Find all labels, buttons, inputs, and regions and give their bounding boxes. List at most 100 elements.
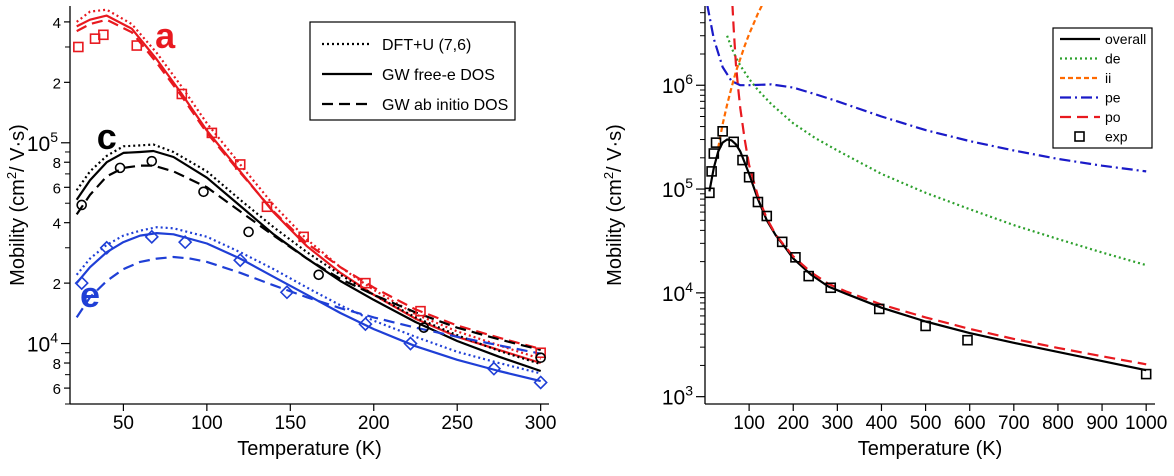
right-y-tick-label: 104: [662, 279, 693, 306]
right-legend-label: exp: [1105, 129, 1128, 145]
right-data-point-exp: [803, 270, 814, 282]
right-series-line-de: [726, 35, 1147, 267]
left-y-tick-label: 4: [53, 15, 61, 32]
left-data-point-circle: [146, 155, 158, 167]
right-data-point-exp: [743, 171, 755, 183]
right-data-point-exp: [776, 236, 788, 248]
right-legend-label: pe: [1105, 90, 1121, 106]
right-legend-label: po: [1105, 109, 1121, 125]
left-data-point-diamond: [99, 240, 114, 255]
left-x-tick-label: 200: [358, 413, 390, 434]
right-series-line-po: [731, 6, 1147, 366]
right-x-tick-label: 700: [998, 413, 1030, 434]
left-x-tick-label: 150: [274, 413, 306, 434]
right-legend-swatch: [1074, 131, 1085, 142]
right-series-line-overall: [708, 138, 1147, 372]
left-series-line-2: [76, 18, 541, 351]
right-data-point-exp: [873, 303, 885, 315]
right-x-tick-label: 100: [733, 413, 765, 434]
left-data-point-diamond: [403, 336, 418, 351]
right-x-tick-label: 1000: [1125, 413, 1167, 434]
left-data-point-diamond: [279, 285, 295, 300]
right-y-axis-title: Mobility (cm2/ V·s): [601, 124, 626, 286]
left-legend-label: GW free-e DOS: [382, 67, 495, 84]
left-data-point-circle: [313, 269, 324, 281]
left-series-line-4: [75, 149, 542, 373]
left-data-point-diamond: [533, 375, 548, 390]
right-series-line-pe: [706, 6, 1147, 173]
left-data-point-square: [415, 305, 426, 317]
left-y-tick-label: 8: [53, 356, 61, 373]
left-y-axis-title: Mobility (cm2/ V·s): [4, 124, 29, 286]
right-legend-label: ii: [1105, 70, 1111, 86]
left-data-point-diamond: [74, 275, 89, 291]
left-legend-label: GW ab initio DOS: [382, 97, 508, 114]
right-data-point-exp: [761, 210, 773, 222]
left-data-point-square: [73, 41, 84, 53]
left-series-line-7: [75, 232, 541, 383]
right-y-tick-label: 106: [662, 71, 693, 98]
right-x-tick-label: 300: [822, 413, 854, 434]
right-data-point-exp: [752, 196, 764, 208]
left-data-point-square: [234, 159, 246, 170]
chart-left-svg: 50 100 150 200 250 30068104246810524Temperatu…: [4, 6, 557, 460]
right-legend-label: de: [1105, 51, 1121, 67]
left-data-point-square: [98, 29, 109, 41]
left-series-line-8: [75, 255, 541, 355]
left-y-tick-label: 104: [27, 330, 58, 357]
left-y-tick-label: 6: [53, 180, 61, 197]
right-data-point-exp: [1140, 368, 1152, 380]
left-data-point-circle: [418, 322, 430, 333]
left-data-point-diamond: [178, 235, 193, 250]
right-data-point-exp: [717, 126, 728, 137]
left-data-point-square: [535, 347, 546, 359]
right-x-tick-label: 400: [866, 413, 898, 434]
right-data-point-exp: [710, 137, 722, 148]
left-y-tick-label: 2: [53, 75, 61, 92]
left-data-point-diamond: [144, 229, 159, 244]
right-x-tick-label: 600: [954, 413, 986, 434]
right-data-point-exp: [920, 320, 931, 332]
left-y-tick-label: 2: [53, 276, 61, 293]
left-data-point-diamond: [233, 253, 248, 268]
right-data-point-exp: [737, 154, 748, 166]
left-data-point-circle: [114, 162, 126, 174]
right-data-point-exp: [708, 148, 720, 159]
right-x-tick-label: 500: [910, 413, 942, 434]
left-data-point-square: [261, 201, 273, 213]
left-x-tick-label: 300: [525, 413, 557, 434]
left-y-tick-label: 105: [27, 129, 58, 156]
left-plot-area: [73, 8, 548, 390]
left-data-point-diamond: [486, 361, 502, 376]
right-legend-label: overall: [1105, 31, 1146, 47]
left-data-point-square: [206, 127, 218, 139]
left-data-point-circle: [198, 186, 209, 198]
right-data-point-exp: [825, 282, 837, 294]
chart-right-svg: 100 200 300 400 500 600 700 800 900 1000 103 104 105…: [601, 6, 1167, 460]
left-data-point-square: [360, 277, 371, 289]
left-y-tick-label: 4: [53, 216, 61, 233]
right-series-line-ii: [717, 6, 763, 148]
left-panel-label-e: e: [80, 274, 100, 315]
left-data-point-circle: [243, 226, 254, 238]
right-data-point-exp: [705, 187, 715, 199]
right-x-tick-label: 200: [777, 413, 809, 434]
left-data-point-square: [176, 88, 188, 100]
left-x-axis-title: Temperature (K): [237, 438, 382, 460]
left-data-point-circle: [535, 352, 546, 364]
left-legend-label: DFT+U (7,6): [382, 37, 471, 54]
right-y-tick-label: 105: [662, 175, 693, 202]
left-series-line-3: [75, 143, 542, 366]
left-series-line-0: [76, 8, 542, 360]
right-y-tick-label: 103: [662, 383, 693, 410]
left-series-line-6: [75, 226, 541, 375]
left-x-tick-label: 50: [113, 413, 134, 434]
right-data-point-exp: [962, 334, 973, 346]
left-x-tick-label: 250: [441, 413, 473, 434]
right-x-tick-label: 800: [1042, 413, 1074, 434]
right-x-axis-title: Temperature (K): [858, 438, 1003, 460]
right-legend-box: [1052, 27, 1153, 149]
left-data-point-square: [298, 231, 309, 243]
right-legend: overall de ii pe po exp: [1052, 27, 1153, 149]
